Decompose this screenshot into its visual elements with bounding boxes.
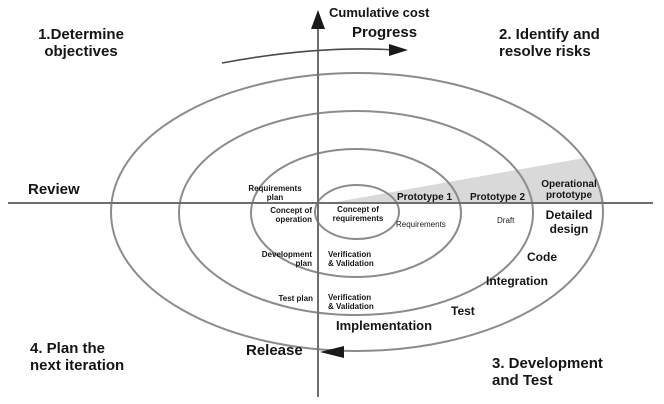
test-label: Test bbox=[451, 304, 475, 318]
quadrant-3-label: 3. Development and Test bbox=[492, 355, 603, 389]
concept-of-operation-label: Concept of operation bbox=[270, 206, 312, 224]
implementation-label: Implementation bbox=[336, 318, 433, 333]
prototype-1-label: Prototype 1 bbox=[397, 192, 453, 203]
axes bbox=[8, 26, 653, 397]
cumulative-cost-label: Cumulative cost bbox=[329, 5, 430, 20]
progress-label: Progress bbox=[352, 24, 418, 41]
prototype-2-label: Prototype 2 bbox=[470, 192, 526, 203]
spiral-rings bbox=[110, 72, 604, 352]
requirements-artifact-label: Requirements bbox=[396, 220, 446, 229]
verification-validation-2-label: Verification & Validation bbox=[328, 293, 374, 311]
spiral-ring-2 bbox=[250, 148, 462, 278]
release-label: Release bbox=[246, 342, 303, 359]
operational-prototype-label: Operational prototype bbox=[541, 179, 597, 201]
release-arrowhead bbox=[320, 346, 344, 358]
progress-arrow-curve bbox=[221, 48, 397, 64]
spiral-ring-1 bbox=[314, 184, 400, 240]
quadrant-1-label: 1.Determine objectives bbox=[38, 26, 124, 60]
code-label: Code bbox=[527, 250, 557, 264]
quadrant-2-label: 2. Identify and resolve risks bbox=[499, 26, 600, 60]
test-plan-label: Test plan bbox=[278, 294, 313, 303]
requirements-plan-label: Requirements plan bbox=[248, 184, 302, 202]
risk-wedge-shape bbox=[336, 158, 604, 202]
development-plan-label: Development plan bbox=[261, 250, 312, 268]
spiral-ring-4 bbox=[110, 72, 604, 352]
axis-up-arrowhead bbox=[311, 10, 325, 29]
concept-of-requirements-label: Concept of requirements bbox=[332, 205, 384, 223]
spiral-ring-3 bbox=[178, 110, 534, 316]
verification-validation-1-label: Verification & Validation bbox=[328, 250, 374, 268]
detailed-design-label: Detailed design bbox=[545, 208, 593, 237]
quadrant-4-label: 4. Plan the next iteration bbox=[30, 340, 125, 374]
integration-label: Integration bbox=[486, 274, 548, 288]
review-label: Review bbox=[28, 181, 80, 198]
progress-arrowhead bbox=[389, 44, 408, 56]
draft-label: Draft bbox=[497, 216, 515, 225]
